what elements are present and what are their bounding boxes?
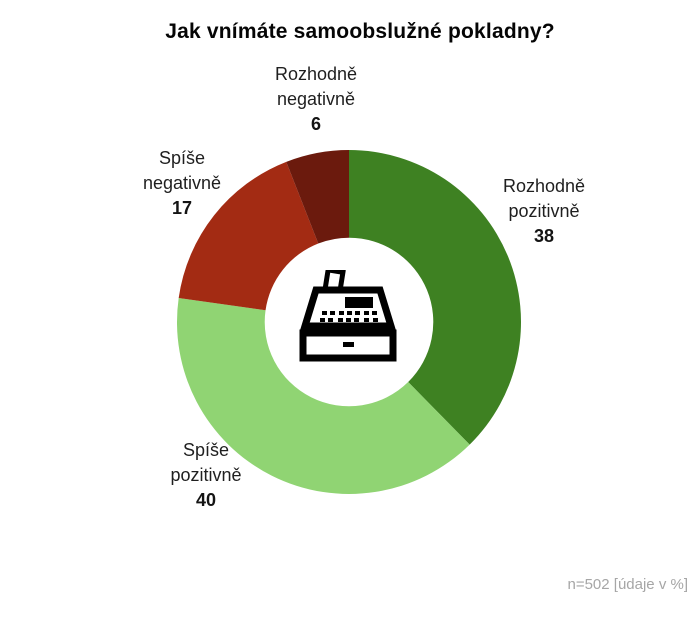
label-line: negativně [142,173,222,193]
label-value: 6 [310,114,322,134]
donut-segment-sp-e-pozitivn- [176,298,470,494]
sample-size-note: n=502 [údaje v %] [567,576,688,593]
label-line: Spíše [158,148,206,168]
label-line: pozitivně [508,201,580,221]
label-rozhodne-negativne: Rozhodně negativně 6 [275,62,357,137]
label-line: Spíše [182,440,230,460]
label-value: 40 [195,490,217,510]
donut-segment-rozhodn-negativn- [286,150,349,244]
label-spise-pozitivne: Spíše pozitivně 40 [170,438,241,513]
donut-segment-sp-e-negativn- [178,161,319,311]
label-rozhodne-pozitivne: Rozhodně pozitivně 38 [503,174,585,249]
label-line: Rozhodně [502,176,586,196]
cash-register-icon [299,270,397,362]
label-line: negativně [276,89,356,109]
label-line: Rozhodně [274,64,358,84]
chart-title: Jak vnímáte samoobslužné pokladny? [165,20,555,43]
label-value: 17 [171,198,193,218]
label-line: pozitivně [170,465,242,485]
keypad-keys [320,311,378,322]
label-spise-negativne: Spíše negativně 17 [143,146,221,221]
label-value: 38 [533,226,555,246]
donut-segment-rozhodn-pozitivn- [349,150,522,445]
